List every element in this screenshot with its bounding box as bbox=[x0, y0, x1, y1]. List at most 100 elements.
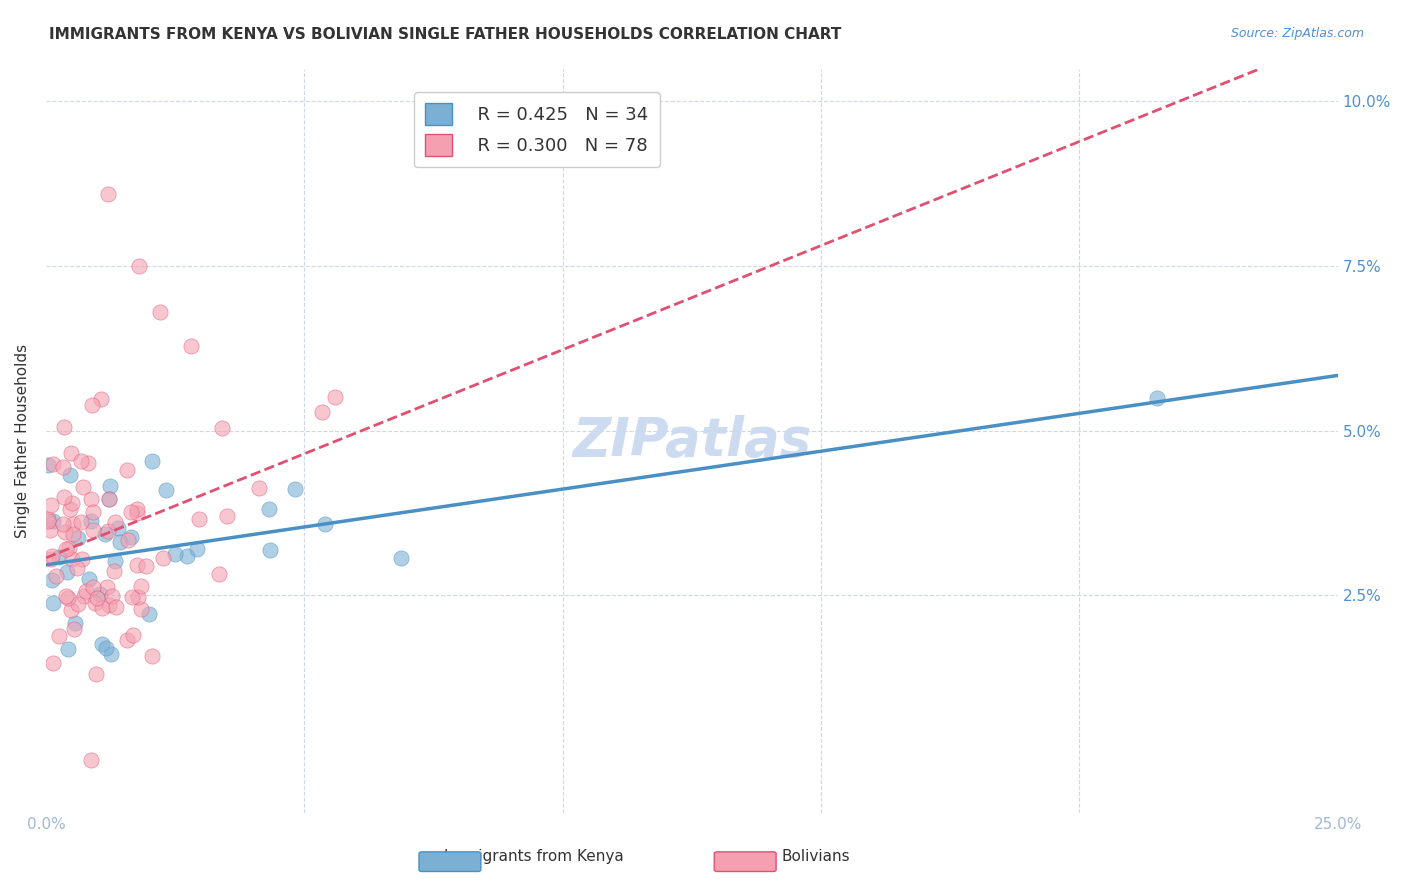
Point bbox=[108, 535, 131, 549]
Point bbox=[52, 420, 75, 434]
Point bbox=[52, 517, 75, 532]
Text: Source: ZipAtlas.com: Source: ZipAtlas.com bbox=[1230, 27, 1364, 40]
Point bbox=[107, 521, 129, 535]
Point bbox=[165, 547, 187, 561]
Point bbox=[48, 629, 70, 643]
Point bbox=[65, 561, 87, 575]
Point bbox=[59, 468, 82, 483]
Point bbox=[187, 512, 209, 526]
Point bbox=[115, 632, 138, 647]
Point bbox=[257, 502, 280, 516]
Point bbox=[72, 480, 94, 494]
Point bbox=[215, 509, 238, 524]
Point bbox=[66, 531, 89, 545]
Point bbox=[122, 628, 145, 642]
Point bbox=[155, 483, 177, 497]
Point bbox=[100, 647, 122, 661]
Point bbox=[60, 603, 83, 617]
Point bbox=[37, 458, 59, 473]
Point bbox=[1146, 391, 1168, 405]
Point bbox=[125, 502, 148, 516]
Point bbox=[63, 615, 86, 630]
Point bbox=[120, 531, 142, 545]
Point bbox=[73, 589, 96, 603]
Point bbox=[67, 597, 90, 611]
Point bbox=[80, 398, 103, 412]
Point bbox=[101, 590, 124, 604]
Point bbox=[75, 584, 97, 599]
Point bbox=[98, 598, 121, 612]
Point bbox=[76, 456, 98, 470]
Point bbox=[37, 512, 59, 526]
Point bbox=[41, 549, 63, 563]
Point bbox=[42, 457, 65, 471]
Point bbox=[93, 526, 115, 541]
Point bbox=[135, 559, 157, 574]
Point bbox=[52, 490, 75, 504]
Point bbox=[41, 552, 63, 566]
Point bbox=[55, 541, 77, 556]
Point bbox=[131, 602, 153, 616]
Point bbox=[103, 564, 125, 578]
Point bbox=[128, 259, 150, 273]
Point bbox=[152, 551, 174, 566]
Point bbox=[121, 590, 143, 604]
Point bbox=[82, 505, 104, 519]
Point bbox=[39, 523, 62, 537]
Point bbox=[186, 541, 208, 556]
Point bbox=[314, 517, 336, 532]
Point bbox=[100, 479, 122, 493]
Point bbox=[59, 502, 82, 516]
Point bbox=[82, 523, 104, 537]
Point bbox=[89, 587, 111, 601]
Point bbox=[60, 496, 83, 510]
Point bbox=[129, 578, 152, 592]
Point bbox=[55, 589, 77, 603]
Point bbox=[69, 515, 91, 529]
Point bbox=[211, 420, 233, 434]
Point bbox=[104, 554, 127, 568]
Point bbox=[141, 454, 163, 468]
Point bbox=[141, 648, 163, 663]
Point bbox=[69, 454, 91, 468]
Point bbox=[90, 601, 112, 615]
Point bbox=[41, 573, 63, 587]
Point bbox=[311, 405, 333, 419]
Point bbox=[104, 515, 127, 529]
Point bbox=[127, 591, 149, 605]
Point bbox=[39, 498, 62, 512]
Point bbox=[259, 542, 281, 557]
Point bbox=[42, 596, 65, 610]
Legend:   R = 0.425   N = 34,   R = 0.300   N = 78: R = 0.425 N = 34, R = 0.300 N = 78 bbox=[415, 93, 659, 167]
Point bbox=[323, 390, 346, 404]
Point bbox=[97, 186, 120, 201]
Point bbox=[176, 549, 198, 563]
Point bbox=[52, 460, 75, 475]
Y-axis label: Single Father Households: Single Father Households bbox=[15, 343, 30, 538]
Point bbox=[389, 550, 412, 565]
Point bbox=[45, 568, 67, 582]
Point bbox=[80, 491, 103, 506]
Point bbox=[82, 581, 104, 595]
Point bbox=[80, 753, 103, 767]
Point bbox=[249, 481, 271, 495]
Point bbox=[127, 558, 149, 572]
Point bbox=[180, 338, 202, 352]
Point bbox=[63, 622, 86, 636]
Point bbox=[84, 666, 107, 681]
Point bbox=[97, 524, 120, 538]
Point bbox=[138, 607, 160, 621]
Point bbox=[284, 482, 307, 496]
Text: ZIPatlas: ZIPatlas bbox=[572, 415, 811, 467]
Text: Immigrants from Kenya: Immigrants from Kenya bbox=[444, 849, 624, 863]
Point bbox=[84, 596, 107, 610]
Point bbox=[79, 572, 101, 586]
Point bbox=[90, 392, 112, 406]
Point bbox=[121, 505, 143, 519]
Point bbox=[91, 637, 114, 651]
Point bbox=[105, 600, 128, 615]
Text: Bolivians: Bolivians bbox=[782, 849, 849, 863]
Point bbox=[58, 641, 80, 656]
Point bbox=[56, 565, 79, 579]
Point bbox=[56, 591, 79, 606]
